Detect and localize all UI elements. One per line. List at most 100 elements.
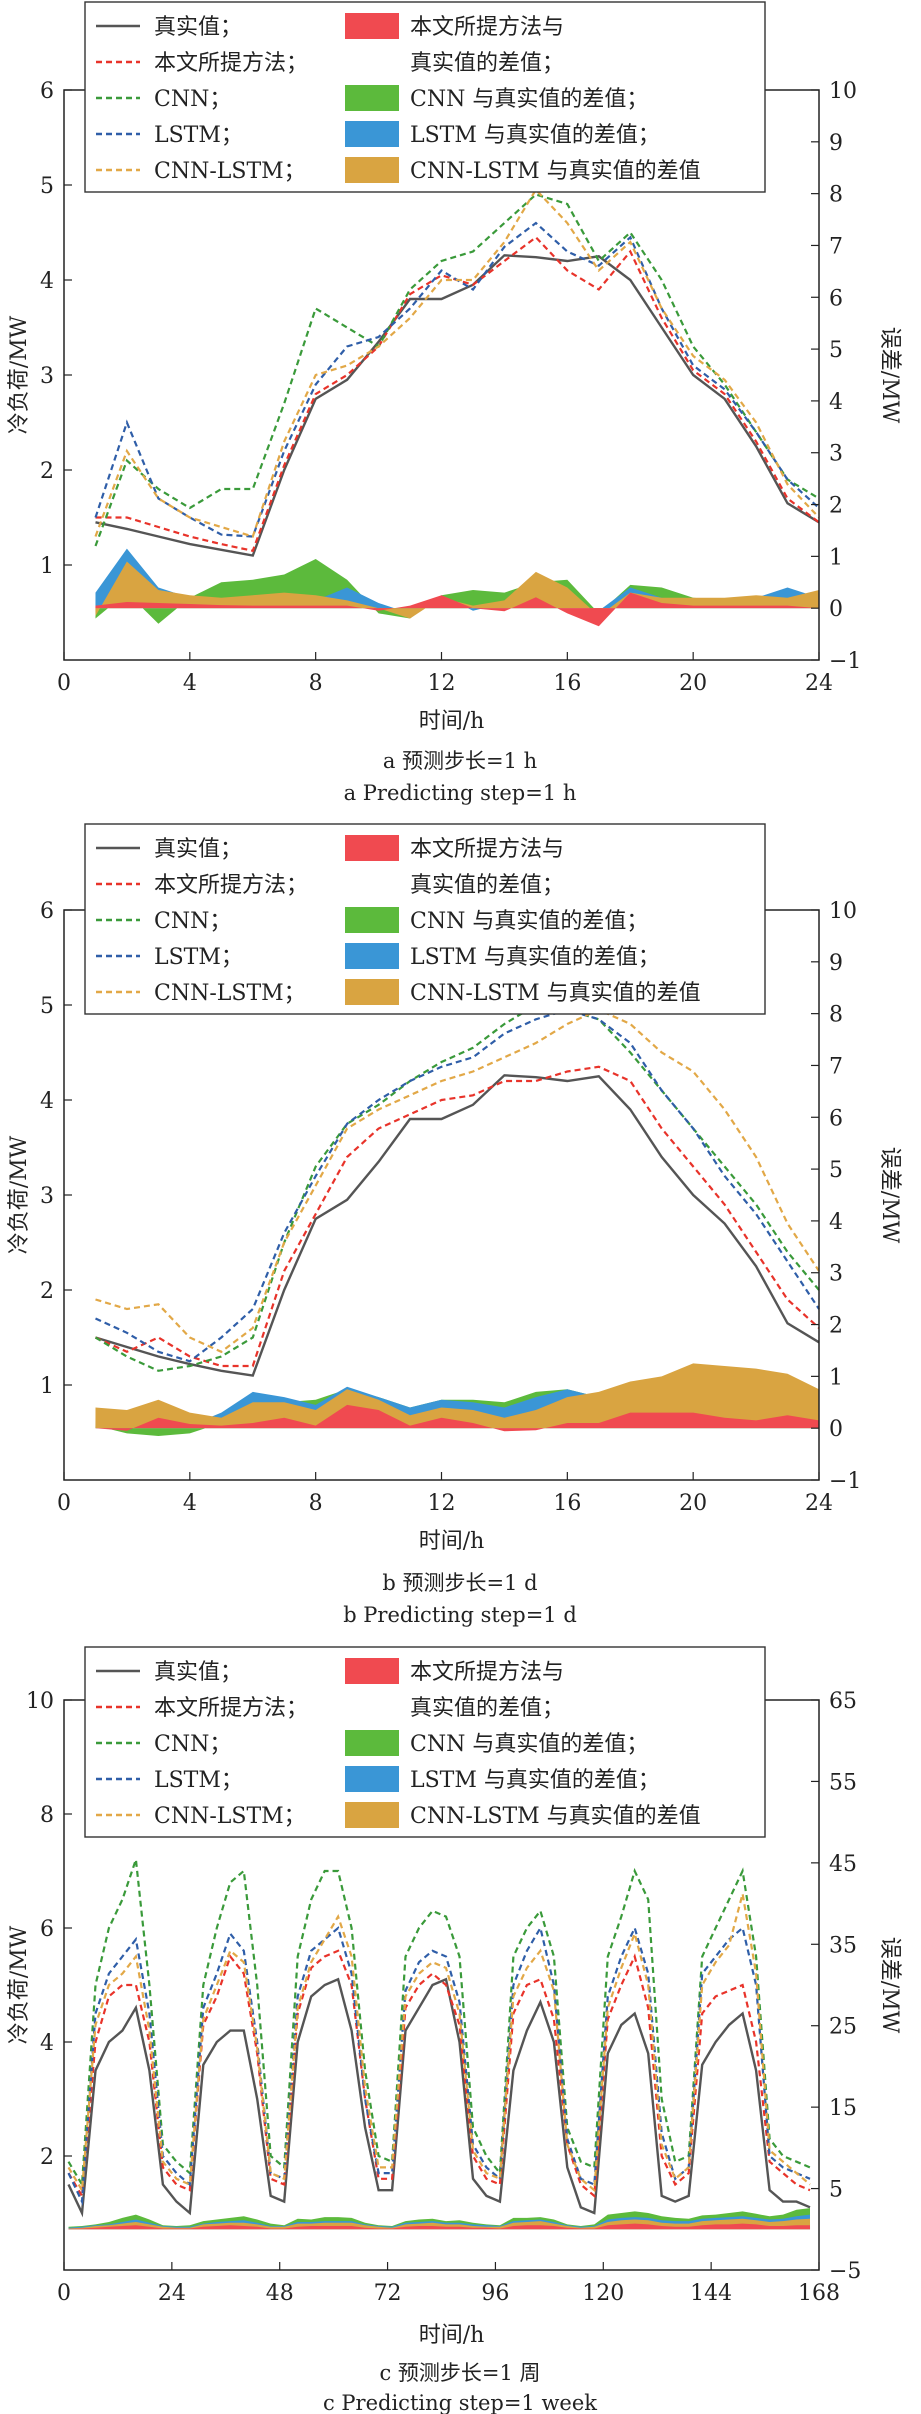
legend-label-lstm: LSTM； [154, 945, 243, 970]
y-right-tick-label: −1 [829, 1469, 861, 1494]
y-tick-label: 2 [40, 2145, 54, 2170]
line-cnn [94, 193, 820, 547]
y-tick-label: 3 [40, 364, 54, 389]
legend-label-diff: CNN-LSTM 与真实值的差值 [410, 159, 701, 184]
y-right-tick-label: 4 [829, 390, 843, 415]
x-tick-label: 120 [582, 2281, 624, 2306]
legend-label-diff: LSTM 与真实值的差值； [410, 123, 660, 148]
y-right-tick-label: 0 [829, 597, 843, 622]
line-lstm [67, 1924, 811, 2206]
y-right-tick-label: 4 [829, 1210, 843, 1235]
y-right-tick-label: 7 [829, 234, 843, 259]
y-right-tick-label: 9 [829, 951, 843, 976]
legend-swatch-fill_lstm [345, 943, 399, 969]
line-real [67, 1977, 811, 2218]
x-tick-label: 0 [57, 1491, 71, 1516]
legend-swatch-fill_proposed [345, 835, 399, 861]
y-tick-label: 4 [40, 1089, 54, 1114]
legend-label-proposed: 本文所提方法； [154, 873, 308, 898]
legend-label-cnn: CNN； [154, 909, 231, 934]
x-tick-label: 144 [690, 2281, 732, 2306]
legend: 真实值； 本文所提方法； CNN； LSTM； CNN-LSTM； 本文所提方法与真实值的… [84, 1, 766, 193]
legend-label-diff: LSTM 与真实值的差值； [410, 945, 660, 970]
y-right-tick-label: 7 [829, 1054, 843, 1079]
y-right-tick-label: 2 [829, 1314, 843, 1339]
legend-swatch-fill_cnn [345, 1730, 399, 1756]
x-tick-label: 72 [374, 2281, 402, 2306]
x-tick-label: 24 [805, 671, 833, 696]
legend-label-cnn_lstm: CNN-LSTM； [154, 159, 306, 184]
x-tick-label: 8 [309, 671, 323, 696]
x-axis-label: 时间/h [419, 1529, 485, 1554]
y-tick-label: 10 [26, 1689, 54, 1714]
legend-label-diff: 本文所提方法与 [410, 1660, 564, 1685]
legend-label-cnn_lstm: CNN-LSTM； [154, 981, 306, 1006]
legend-label-cnn: CNN； [154, 87, 231, 112]
y-right-axis-label: 误差/MW [877, 1147, 902, 1244]
y-right-tick-label: 0 [829, 1417, 843, 1442]
legend-label-real: 真实值； [154, 837, 242, 862]
y-axis-label: 冷负荷/MW [7, 1135, 32, 1254]
y-tick-label: 5 [40, 994, 54, 1019]
legend-swatch-fill_cnn_lstm [345, 979, 399, 1005]
legend-label-diff: CNN 与真实值的差值； [410, 909, 648, 934]
x-tick-label: 48 [266, 2281, 294, 2306]
x-tick-label: 24 [158, 2281, 186, 2306]
area-diff_proposed [68, 2223, 811, 2230]
area-diff_cnn_lstm [95, 1363, 820, 1429]
y-right-tick-label: 10 [829, 79, 857, 104]
caption-en: a Predicting step=1 h [344, 781, 577, 805]
legend-label-diff: 本文所提方法与 [410, 15, 564, 40]
x-tick-label: 12 [428, 1491, 456, 1516]
area-diff_proposed [95, 592, 820, 627]
legend-label-proposed: 本文所提方法； [154, 1696, 308, 1721]
y-right-axis-label: 误差/MW [877, 327, 902, 424]
chart-panel-a: 0 4 8 12 16 20 24123456−1012345678910时间/h冷负荷/M… [7, 1, 902, 805]
y-right-tick-label: 5 [829, 1158, 843, 1183]
legend-frame [84, 1646, 766, 1838]
legend-swatch-fill_cnn [345, 85, 399, 111]
y-right-tick-label: 8 [829, 183, 843, 208]
y-right-tick-label: −5 [829, 2259, 861, 2284]
line-cnn [94, 1003, 820, 1372]
legend-label-proposed: 本文所提方法； [154, 51, 308, 76]
x-tick-label: 0 [57, 2281, 71, 2306]
legend-swatch-fill_lstm [345, 1766, 399, 1792]
y-right-tick-label: 6 [829, 286, 843, 311]
x-tick-label: 24 [805, 1491, 833, 1516]
legend-swatch-fill_proposed [345, 13, 399, 39]
y-right-tick-label: 35 [829, 1933, 857, 1958]
legend-label-diff: CNN-LSTM 与真实值的差值 [410, 1804, 701, 1829]
legend: 真实值； 本文所提方法； CNN； LSTM； CNN-LSTM； 本文所提方法与真实值的… [84, 1646, 766, 1838]
legend-label-diff: 本文所提方法与 [410, 837, 564, 862]
y-right-tick-label: 2 [829, 494, 843, 519]
y-tick-label: 4 [40, 2031, 54, 2056]
y-right-tick-label: 3 [829, 442, 843, 467]
x-tick-label: 16 [553, 1491, 581, 1516]
y-right-tick-label: 25 [829, 2015, 857, 2040]
y-tick-label: 2 [40, 1279, 54, 1304]
chart-panel-c: 0 24 48 72 96 120 144 168246810−55152535455565时… [7, 1646, 902, 2414]
line-proposed [95, 235, 820, 553]
line-cnn [67, 1859, 811, 2189]
legend-label-diff: CNN-LSTM 与真实值的差值 [410, 981, 701, 1006]
x-axis-label: 时间/h [419, 2323, 485, 2348]
caption-en: c Predicting step=1 week [323, 2391, 597, 2414]
y-axis-label: 冷负荷/MW [7, 1925, 32, 2044]
legend-label-lstm: LSTM； [154, 1768, 243, 1793]
y-right-tick-label: 15 [829, 2096, 857, 2121]
area-diff_proposed [95, 1404, 820, 1432]
y-tick-label: 6 [40, 899, 54, 924]
y-right-tick-label: 1 [829, 545, 843, 570]
legend-label-cnn_lstm: CNN-LSTM； [154, 1804, 306, 1829]
x-tick-label: 20 [679, 671, 707, 696]
legend-label-diff: 真实值的差值； [410, 1696, 564, 1721]
legend-swatch-fill_proposed [345, 1658, 399, 1684]
y-right-tick-label: 65 [829, 1689, 857, 1714]
y-tick-label: 6 [40, 1917, 54, 1942]
legend-label-diff: 真实值的差值； [410, 873, 564, 898]
legend-label-real: 真实值； [154, 15, 242, 40]
y-tick-label: 2 [40, 459, 54, 484]
x-tick-label: 20 [679, 1491, 707, 1516]
